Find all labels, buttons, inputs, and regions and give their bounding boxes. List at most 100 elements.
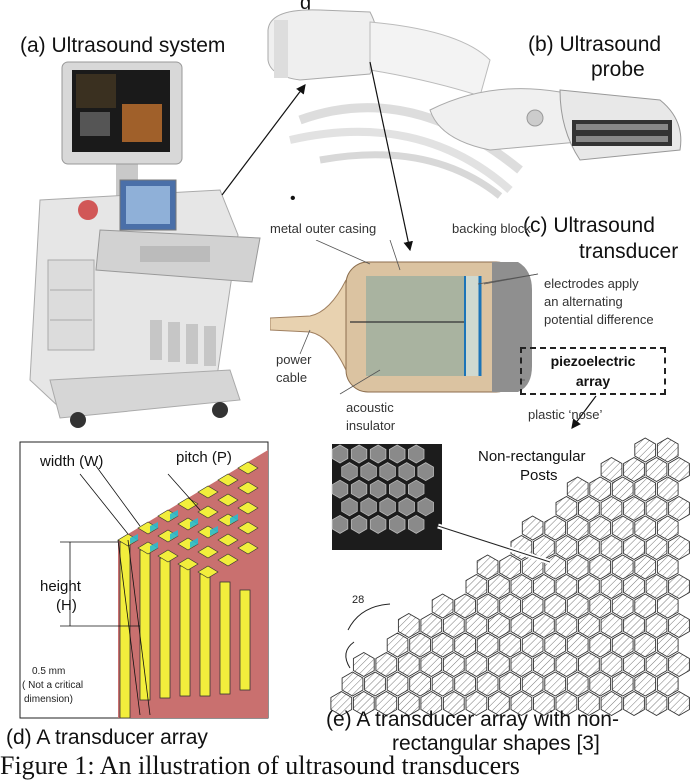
- sem-hexagon: [369, 514, 387, 534]
- hexagon-post: [476, 632, 499, 658]
- panel-d-caption: (d) A transducer array: [6, 726, 208, 749]
- hexagon-post: [533, 690, 555, 717]
- label-note-2: ( Not a critical: [22, 680, 84, 691]
- hexagon-post: [589, 632, 612, 658]
- hexagon-post: [589, 476, 612, 502]
- hexagon-post: [454, 671, 476, 697]
- hexagon-post: [386, 632, 409, 658]
- hexagon-post: [623, 651, 645, 678]
- hexagon-post: [488, 573, 510, 600]
- hexagon-post: [488, 612, 510, 639]
- hexagon-post: [634, 671, 657, 697]
- hexagon-post: [397, 651, 420, 678]
- hexagon-post: [656, 593, 679, 619]
- hexagon-post: [521, 632, 544, 658]
- label-power-1: power: [276, 352, 312, 367]
- hexagon-post: [476, 554, 499, 580]
- hexagon-post: [409, 671, 431, 697]
- hexagon-post: [544, 515, 567, 541]
- hexagon-post: [656, 515, 679, 541]
- label-piezo-2: array: [575, 373, 611, 389]
- hexagon-post: [634, 632, 657, 658]
- hexagon-post: [510, 690, 533, 717]
- hexagon-post: [611, 515, 634, 541]
- hexagon-post: [409, 632, 431, 658]
- label-non-rectangular-1: Non-rectangular: [478, 448, 586, 465]
- hexagon-post: [566, 593, 589, 619]
- label-power-2: cable: [276, 370, 308, 385]
- label-piezo-1: piezoelectric: [550, 353, 636, 369]
- hexagon-post: [623, 573, 645, 600]
- sem-hexagon: [389, 479, 406, 499]
- hexagon-post: [499, 671, 521, 697]
- panel-e-caption-line1: (e) A transducer array with non-: [326, 708, 619, 731]
- hexagon-post: [623, 534, 645, 561]
- hexagon-post: [589, 515, 612, 541]
- hexagon-post: [600, 495, 623, 522]
- hexagon-post: [555, 612, 578, 639]
- hexagon-post: [521, 593, 544, 619]
- hexagon-post: [476, 671, 499, 697]
- label-pitch: pitch (P): [176, 449, 232, 466]
- hexagon-post: [566, 671, 589, 697]
- hexagon-post: [442, 651, 465, 678]
- sem-hexagon: [379, 497, 396, 517]
- panel-b-caption-line2: probe: [591, 58, 645, 81]
- hexagon-post: [544, 593, 567, 619]
- sem-hexagon: [350, 514, 368, 534]
- header-partial: g: [300, 0, 312, 14]
- hexagon-post: [656, 632, 679, 658]
- sem-hexagon: [350, 479, 368, 499]
- hexagon-post: [397, 612, 420, 639]
- hexagon-post: [499, 632, 521, 658]
- label-acoustic-2: insulator: [346, 418, 396, 433]
- sem-hexagon: [360, 462, 377, 482]
- sem-hexagon: [389, 444, 406, 464]
- hexagon-post: [656, 476, 679, 502]
- hexagon-post: [510, 612, 533, 639]
- label-plastic-nose: plastic ‘nose’: [528, 407, 603, 422]
- hexagon-post: [499, 554, 521, 580]
- hexagon-post: [375, 651, 398, 678]
- hexagon-post: [352, 690, 375, 717]
- hexagon-post: [488, 651, 510, 678]
- hexagon-post: [364, 671, 386, 697]
- figure-caption: Figure 1: An illustration of ultrasound …: [0, 751, 520, 780]
- hexagon-post: [555, 651, 578, 678]
- hexagon-post: [668, 651, 690, 678]
- hexagon-post: [566, 515, 589, 541]
- hexagon-post: [420, 612, 443, 639]
- hexagon-post: [465, 651, 488, 678]
- sem-hexagon: [417, 497, 434, 517]
- label-electrodes-1: electrodes apply: [544, 276, 639, 291]
- hexagon-post: [578, 534, 600, 561]
- hexagon-post: [668, 456, 690, 483]
- hexagon-post: [555, 495, 578, 522]
- panel-a-caption: (a) Ultrasound system: [20, 34, 226, 57]
- hexagon-post: [668, 573, 690, 600]
- hexagon-post: [656, 671, 679, 697]
- hexagon-post: [442, 690, 465, 717]
- hexagon-post: [600, 534, 623, 561]
- hexagon-post: [668, 690, 690, 717]
- hexagon-post: [566, 632, 589, 658]
- piezoelectric-array-box: piezoelectric array: [520, 347, 666, 395]
- hexagon-post: [645, 495, 668, 522]
- hexagon-post: [623, 456, 645, 483]
- hexagon-post: [555, 690, 578, 717]
- sem-hexagon: [341, 462, 358, 482]
- hexagon-post: [589, 671, 612, 697]
- label-height-2: (H): [56, 597, 77, 614]
- hexagon-post: [420, 651, 443, 678]
- transducer-array-diagram: [19, 441, 269, 719]
- sem-hexagon: [408, 514, 425, 534]
- hexagon-post: [589, 554, 612, 580]
- panel-c-caption-line1: (c) Ultrasound: [523, 214, 655, 237]
- hexagon-post: [555, 534, 578, 561]
- hexagon-post: [533, 651, 555, 678]
- hexagon-post: [645, 573, 668, 600]
- sem-hexagon: [398, 462, 415, 482]
- sem-hexagon: [408, 444, 425, 464]
- hexagon-post: [341, 671, 364, 697]
- hexagon-post: [600, 612, 623, 639]
